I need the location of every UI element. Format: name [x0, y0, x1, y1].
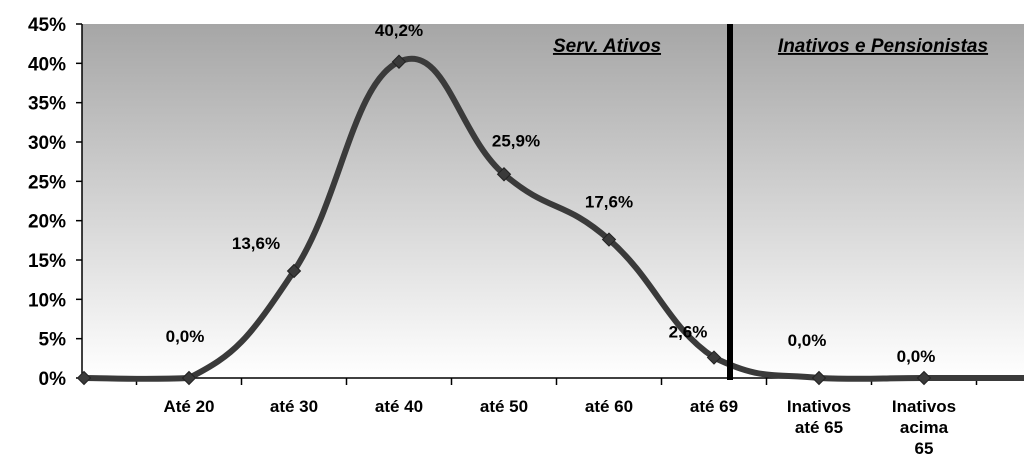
y-tick-label: 10%: [28, 290, 66, 311]
x-axis: Até 20 até 30 até 40 até 50 até 60 até 69 Inat…: [82, 377, 1024, 458]
x-category-label: Até 20: [163, 397, 214, 416]
y-tick-label: 20%: [28, 212, 66, 233]
region-label-inactive: Inativos e Pensionistas: [778, 36, 988, 57]
data-label: 2,6%: [669, 323, 708, 342]
x-category-label: até 69: [690, 397, 738, 416]
x-category-label: até 30: [270, 397, 318, 416]
data-markers: [76, 54, 932, 386]
data-label: 0,0%: [897, 347, 936, 366]
data-label: 0,0%: [166, 327, 205, 346]
x-category-label: até 50: [480, 397, 528, 416]
data-point-marker: [496, 167, 512, 182]
y-tick-label: 40%: [28, 54, 66, 75]
data-point-marker: [181, 370, 197, 386]
data-point-marker: [706, 350, 722, 365]
y-tick-label: 5%: [39, 330, 67, 351]
y-tick-label: 30%: [28, 133, 66, 154]
x-category-label: até 60: [585, 397, 633, 416]
data-point-marker: [916, 370, 932, 386]
x-category-label: até 40: [375, 397, 423, 416]
data-point-marker: [601, 232, 617, 247]
y-tick-label: 0%: [39, 369, 67, 390]
y-axis: 0% 5% 10% 15% 20% 25% 30% 35% 40% 45%: [28, 15, 83, 390]
plot-area: [82, 24, 1024, 378]
data-point-marker: [76, 370, 92, 386]
region-label-active: Serv. Ativos: [553, 36, 661, 57]
data-label: 25,9%: [492, 131, 540, 150]
data-label: 13,6%: [232, 234, 280, 253]
y-tick-label: 15%: [28, 251, 66, 272]
x-category-label: Inativos acima 65: [892, 397, 956, 458]
data-labels: 0,0% 13,6% 40,2% 25,9% 17,6% 2,6% 0,0% 0,0%: [166, 21, 936, 366]
data-label: 17,6%: [585, 193, 633, 212]
y-tick-label: 45%: [28, 15, 66, 36]
x-category-label: Inativos até 65: [787, 397, 851, 437]
data-point-marker: [286, 263, 302, 279]
y-tick-label: 35%: [28, 94, 66, 115]
data-point-marker: [811, 370, 827, 386]
data-point-marker: [391, 54, 407, 69]
data-label: 0,0%: [788, 331, 827, 350]
series-line: [81, 55, 1024, 382]
y-tick-label: 25%: [28, 172, 66, 193]
data-label: 40,2%: [375, 21, 423, 40]
